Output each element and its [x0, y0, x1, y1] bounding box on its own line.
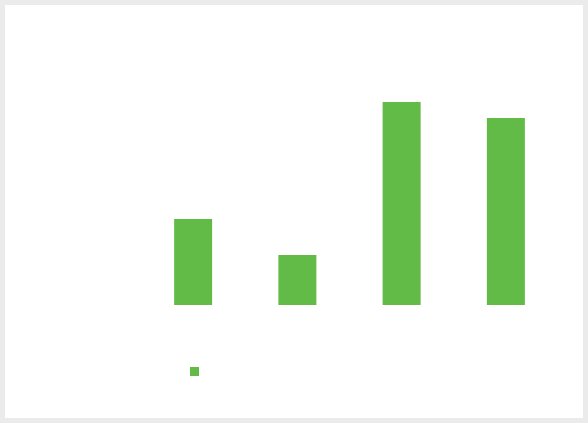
bar — [382, 102, 421, 305]
legend-swatch — [190, 367, 199, 376]
bar — [278, 255, 317, 305]
bar — [174, 219, 213, 305]
bar — [486, 118, 525, 305]
